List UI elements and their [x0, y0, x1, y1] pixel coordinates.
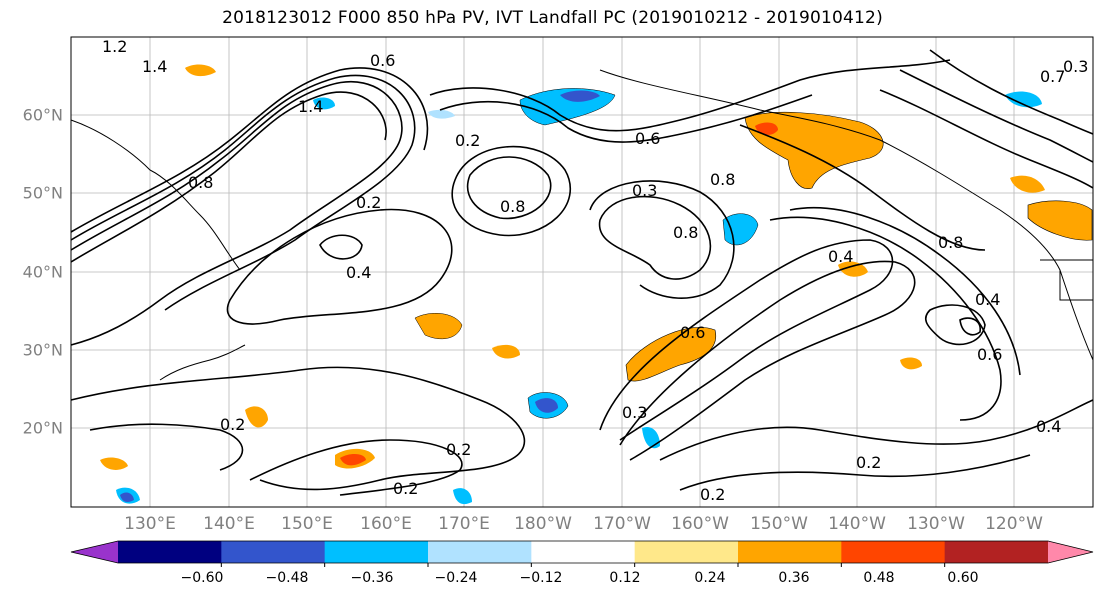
fill-blue: [453, 488, 472, 505]
fill-orange: [838, 261, 868, 277]
fill-orange: [744, 111, 884, 189]
colorbar-tick-label: −0.24: [434, 570, 478, 586]
colorbar-tick-label: 0.60: [947, 570, 979, 586]
contour-label-group: 1.2 1.4 0.6 1.4 0.2 0.8 0.2 0.4 0.8 0.6 …: [102, 37, 1088, 504]
pv-contours: [70, 49, 1094, 496]
contour-label: 1.4: [142, 57, 167, 76]
contour-label: 0.8: [710, 170, 735, 189]
fill-blue: [642, 426, 660, 449]
fill-blue: [428, 109, 455, 119]
contour-label: 0.2: [393, 479, 418, 498]
contour-label: 0.4: [975, 290, 1000, 309]
map-frame: [70, 36, 1094, 508]
lat-label: 60°N: [22, 105, 63, 125]
colorbar-tick-label: −0.48: [265, 570, 309, 586]
lat-label: 20°N: [22, 418, 63, 438]
colorbar-segment: [944, 541, 1049, 563]
colorbar-segment: [324, 541, 429, 563]
contour-label: 0.8: [500, 197, 525, 216]
colorbar-tick-label: 0.12: [609, 570, 641, 586]
lon-label: 170°E: [438, 514, 490, 534]
fill-orange: [492, 344, 520, 359]
colorbar-tick-label: −0.60: [180, 570, 224, 586]
colorbar-segment: [428, 541, 532, 563]
colorbar-tick-label: 0.24: [694, 570, 726, 586]
contour-label: 0.3: [1063, 57, 1088, 76]
contour-label: 0.6: [680, 323, 705, 342]
fill-dark-blue: [560, 90, 600, 102]
colorbar-segment: [118, 541, 222, 563]
colorbar-segment: [841, 541, 946, 563]
fill-orange: [625, 327, 717, 382]
colorbar-tick-label: −0.36: [350, 570, 394, 586]
lon-label: 130°W: [907, 514, 965, 534]
lat-label: 50°N: [22, 183, 63, 203]
contour-label: 0.2: [356, 193, 381, 212]
lon-label: 150°E: [281, 514, 333, 534]
colorbar-segment: [738, 541, 842, 563]
contour-label: 0.2: [856, 453, 881, 472]
figure-title: 2018123012 F000 850 hPa PV, IVT Landfall…: [222, 8, 883, 28]
contour-label: 1.2: [102, 37, 127, 56]
contour-label: 0.4: [346, 263, 371, 282]
colorbar-extend-max: [1048, 541, 1093, 563]
lon-label: 140°W: [828, 514, 886, 534]
fill-dark-blue: [120, 492, 134, 503]
lon-label: 180°W: [514, 514, 572, 534]
contour-label: 0.3: [622, 403, 647, 422]
colorbar-segment: [531, 541, 636, 563]
anomaly-fills: [100, 64, 1093, 505]
colorbar-tick-label: 0.48: [863, 570, 895, 586]
fill-orange: [1027, 200, 1093, 241]
contour-label: 0.2: [455, 131, 480, 150]
fill-orange: [1010, 175, 1045, 193]
lon-label: 120°W: [985, 514, 1043, 534]
contour-label: 0.7: [1040, 67, 1065, 86]
colorbar-extend-min: [71, 541, 118, 563]
contour-label: 0.6: [370, 51, 395, 70]
contour-label: 0.8: [673, 223, 698, 242]
fill-red: [755, 122, 778, 135]
fill-dark-blue: [535, 398, 558, 413]
fill-orange: [185, 64, 216, 77]
colorbar-segment: [221, 541, 326, 563]
colorbar-tick-label: −0.12: [519, 570, 563, 586]
contour-label: 0.2: [220, 415, 245, 434]
fill-orange: [100, 457, 128, 470]
fill-orange: [245, 406, 268, 428]
contour-label: 0.4: [828, 247, 853, 266]
colorbar-outline: [70, 540, 1094, 564]
colorbar: [70, 540, 1094, 567]
contour-label: 0.6: [977, 345, 1002, 364]
lon-label: 150°W: [750, 514, 808, 534]
contour-label: 0.4: [1036, 417, 1061, 436]
contour-label: 0.6: [635, 129, 660, 148]
fill-blue: [1005, 91, 1042, 108]
contour-label: 0.8: [188, 173, 213, 192]
lat-label: 30°N: [22, 340, 63, 360]
fill-red: [340, 454, 366, 466]
contour-label: 1.4: [298, 97, 323, 116]
contour-label: 0.2: [446, 440, 471, 459]
lon-label: 130°E: [124, 514, 176, 534]
coastlines: [70, 69, 1094, 381]
colorbar-segment: [634, 541, 739, 563]
fill-blue: [313, 97, 335, 110]
contour-label: 0.2: [700, 485, 725, 504]
fill-orange: [414, 313, 463, 340]
lon-label: 170°W: [593, 514, 651, 534]
contour-label: 0.8: [938, 233, 963, 252]
contour-label: 0.3: [632, 181, 657, 200]
lat-label: 40°N: [22, 262, 63, 282]
fill-blue: [722, 213, 759, 246]
lon-label: 140°E: [203, 514, 255, 534]
fill-orange: [900, 357, 922, 370]
colorbar-tick-label: 0.36: [778, 570, 810, 586]
lon-label: 160°W: [671, 514, 729, 534]
lon-label: 160°E: [360, 514, 412, 534]
